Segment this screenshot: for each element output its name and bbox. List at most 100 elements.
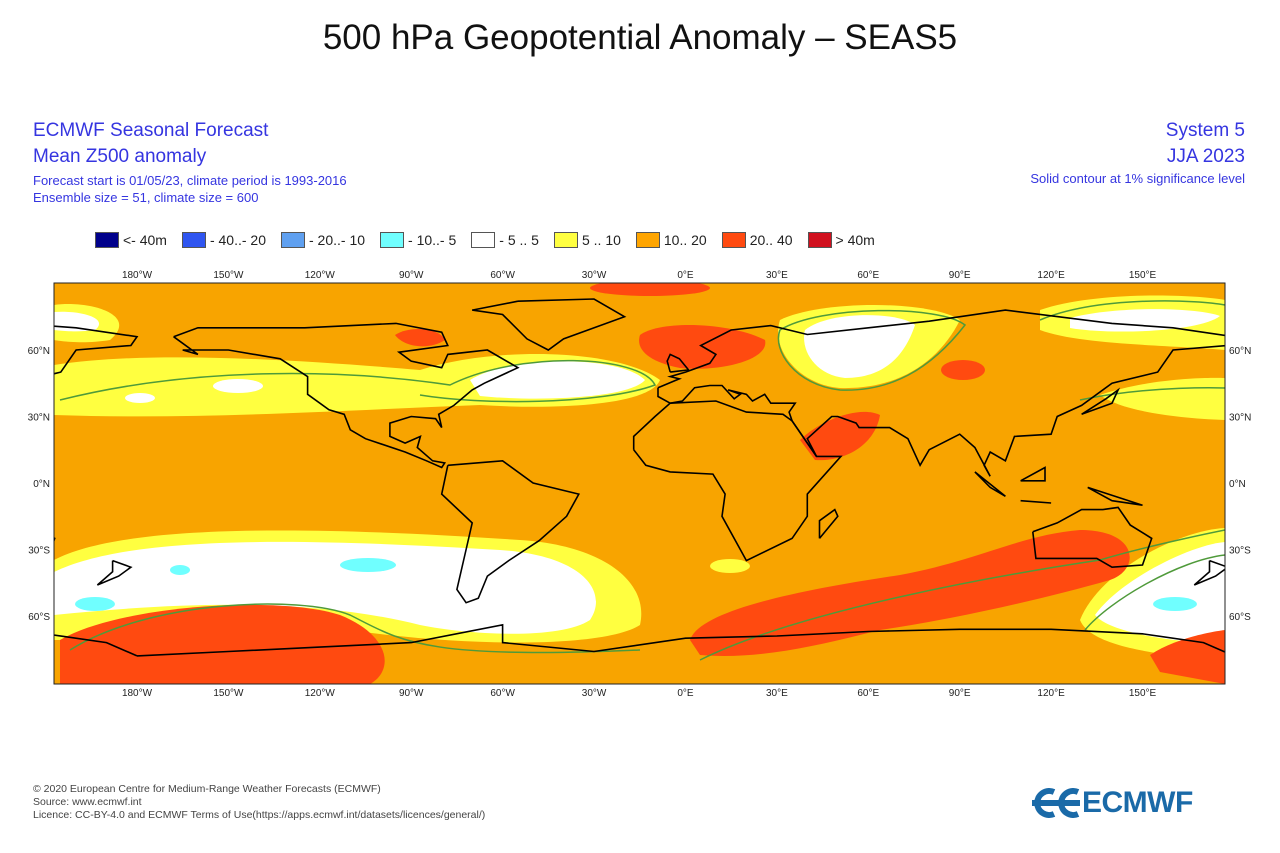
coastline xyxy=(472,298,627,351)
legend-item: - 5 .. 5 xyxy=(471,232,539,248)
coastlines xyxy=(0,298,1225,657)
legend-item: - 10..- 5 xyxy=(380,232,456,248)
coastline xyxy=(1020,466,1046,482)
legend-label: 10.. 20 xyxy=(663,232,707,248)
anomaly-red-canada xyxy=(395,328,445,347)
anomaly-cyan xyxy=(75,597,115,611)
legend-swatch xyxy=(635,232,660,248)
anomaly-cyan xyxy=(170,565,190,575)
anomaly-white-npac xyxy=(1070,309,1220,332)
axis-tick-label: 60°N xyxy=(28,346,50,357)
axis-tick-label: 90°E xyxy=(949,688,971,699)
legend-item: 10.. 20 xyxy=(635,232,707,248)
anomaly-white-atlantic xyxy=(470,361,645,399)
coastline xyxy=(0,487,46,505)
axis-tick-label: 120°E xyxy=(1037,688,1065,699)
axis-tick-label: 30°N xyxy=(1229,412,1251,423)
legend-item: > 40m xyxy=(807,232,875,248)
axis-tick-label: 30°W xyxy=(582,688,607,699)
coastline xyxy=(0,390,21,414)
legend-swatch xyxy=(95,232,119,248)
header-line-3: Forecast start is 01/05/23, climate peri… xyxy=(33,173,347,188)
legend-label: - 40..- 20 xyxy=(209,232,266,248)
coastline xyxy=(657,309,1225,477)
anomaly-white-nz xyxy=(1095,542,1225,645)
legend-item: - 40..- 20 xyxy=(181,232,266,248)
axis-tick-label: 0°N xyxy=(1229,479,1246,490)
axis-tick-label: 60°E xyxy=(857,270,879,281)
legend-swatch xyxy=(471,232,496,248)
legend-swatch xyxy=(181,232,206,248)
axis-tick-label: 30°E xyxy=(766,270,788,281)
legend-label: 5 .. 10 xyxy=(581,232,621,248)
coastline xyxy=(974,471,1006,497)
axis-tick-label: 30°S xyxy=(28,546,50,557)
axis-tick-label: 150°W xyxy=(213,270,244,281)
coastline xyxy=(1087,486,1143,506)
header-line-2: Mean Z500 anomaly xyxy=(33,146,207,167)
axis-tick-label: 90°W xyxy=(399,270,424,281)
legend: <- 40m - 40..- 20 - 20..- 10 - 10..- 5 - 5 .… xyxy=(95,232,890,248)
coastline xyxy=(136,623,1225,657)
axis-tick-label: 150°E xyxy=(1129,270,1157,281)
page-title: 500 hPa Geopotential Anomaly – SEAS5 xyxy=(322,18,958,57)
coastline xyxy=(1081,387,1121,416)
coastline xyxy=(666,353,691,373)
axis-tick-label: 150°E xyxy=(1129,688,1157,699)
coastline xyxy=(1020,499,1052,504)
ecmwf-logo-icon xyxy=(1032,788,1080,818)
axis-tick-label: 60°W xyxy=(490,270,515,281)
axis-tick-label: 0°E xyxy=(677,688,694,699)
licence: Licence: CC-BY-4.0 and ECMWF Terms of Us… xyxy=(33,809,486,821)
coastline xyxy=(1032,506,1153,569)
axis-tick-label: 180°W xyxy=(122,688,153,699)
logo-text: ECMWF xyxy=(1082,786,1193,819)
axis-tick-label: 30°W xyxy=(582,270,607,281)
axis-tick-label: 60°S xyxy=(28,612,50,623)
footer: © 2020 European Centre for Medium-Range … xyxy=(33,783,485,822)
map-frame xyxy=(53,282,1226,685)
anomaly-white xyxy=(125,393,155,403)
legend-label: <- 40m xyxy=(123,232,167,248)
axis-tick-label: 60°W xyxy=(490,688,515,699)
coastline xyxy=(440,459,581,604)
significance-note: Solid contour at 1% significance level xyxy=(1030,171,1245,186)
coastline xyxy=(173,322,520,469)
legend-label: - 20..- 10 xyxy=(309,232,366,248)
anomaly-red xyxy=(941,360,985,380)
legend-label: 20.. 40 xyxy=(749,232,793,248)
legend-swatch xyxy=(281,232,305,248)
coastline xyxy=(54,537,56,543)
season-label: JJA 2023 xyxy=(1166,146,1245,167)
copyright: © 2020 European Centre for Medium-Range … xyxy=(33,783,381,795)
axis-tick-label: 120°E xyxy=(1037,270,1065,281)
axis-tick-label: 0°E xyxy=(677,270,694,281)
axis-tick-label: 60°N xyxy=(1229,346,1251,357)
anomaly-white-siberia xyxy=(804,315,915,378)
coastline xyxy=(818,508,839,539)
anomaly-red-top xyxy=(590,283,710,296)
legend-swatch xyxy=(807,232,832,248)
axis-tick-label: 90°E xyxy=(949,270,971,281)
anomaly-cyan xyxy=(1153,597,1197,611)
legend-swatch xyxy=(721,232,746,248)
legend-swatch xyxy=(553,232,578,248)
legend-label: - 5 .. 5 xyxy=(499,232,539,248)
header-line-4: Ensemble size = 51, climate size = 600 xyxy=(33,190,259,205)
axis-tick-label: 120°W xyxy=(305,688,336,699)
legend-item: <- 40m xyxy=(95,232,167,248)
ecmwf-logo: ECMWF xyxy=(1030,786,1193,820)
axis-tick-label: 30°S xyxy=(1229,546,1251,557)
anomaly-cyan xyxy=(340,558,396,572)
anomaly-red-arabia xyxy=(800,411,880,461)
legend-label: > 40m xyxy=(835,232,875,248)
legend-label: - 10..- 5 xyxy=(408,232,457,248)
axis-tick-label: 90°W xyxy=(399,688,424,699)
axis-tick-label: 180°W xyxy=(122,270,153,281)
legend-item: 5 .. 10 xyxy=(553,232,621,248)
anomaly-red-indian-ocean xyxy=(690,530,1130,656)
anomaly-red-south xyxy=(60,604,385,684)
coastline xyxy=(632,400,843,562)
legend-item: - 20..- 10 xyxy=(281,232,365,248)
